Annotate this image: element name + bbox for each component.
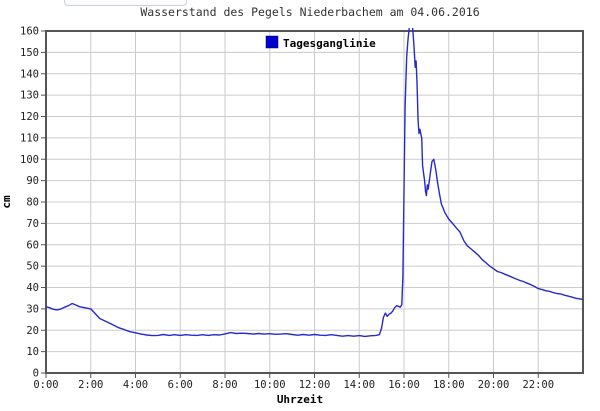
x-tick-label: 16:00 (388, 379, 420, 391)
y-tick-label: 60 (26, 239, 39, 251)
tagesganglinie-series-line (46, 28, 583, 338)
y-tick-label: 80 (26, 197, 39, 209)
x-tick-label: 4:00 (123, 379, 148, 391)
x-tick-label: 10:00 (254, 379, 286, 391)
y-tick-label: 110 (20, 132, 39, 144)
y-tick-label: 70 (26, 218, 39, 230)
chart-title: Wasserstand des Pegels Niederbachem am 0… (140, 5, 479, 19)
y-tick-label: 160 (20, 26, 39, 38)
grid-lines (46, 31, 583, 373)
x-tick-label: 0:00 (33, 379, 58, 391)
y-tick-label: 20 (26, 325, 39, 337)
y-tick-label: 30 (26, 303, 39, 315)
x-tick-label: 6:00 (168, 379, 193, 391)
cut-off-toolbar-element[interactable] (64, 0, 187, 6)
x-tick-label: 14:00 (343, 379, 375, 391)
x-axis-title: Uhrzeit (277, 393, 323, 406)
y-tick-label: 120 (20, 111, 39, 123)
plot-frame (45, 30, 584, 374)
legend-color-swatch (265, 35, 279, 49)
y-tick-label: 0 (33, 368, 39, 380)
x-tick-label: 12:00 (299, 379, 331, 391)
legend: Tagesganglinie (265, 35, 376, 50)
x-tick-label: 20:00 (478, 379, 510, 391)
legend-label: Tagesganglinie (283, 37, 376, 50)
y-tick-label: 130 (20, 90, 39, 102)
y-tick-label: 150 (20, 47, 39, 59)
axis-tick-labels: 0 10 20 30 40 50 60 70 80 90 100 110 120 130 140 150 160… (20, 26, 554, 392)
x-tick-label: 8:00 (212, 379, 237, 391)
y-tick-label: 90 (26, 175, 39, 187)
y-tick-label: 40 (26, 282, 39, 294)
y-axis-title: cm (0, 195, 13, 209)
y-tick-label: 100 (20, 154, 39, 166)
y-tick-label: 140 (20, 68, 39, 80)
y-tick-label: 50 (26, 261, 39, 273)
y-tick-label: 10 (26, 346, 39, 358)
x-tick-label: 22:00 (522, 379, 554, 391)
x-tick-label: 18:00 (433, 379, 465, 391)
x-tick-label: 2:00 (78, 379, 103, 391)
